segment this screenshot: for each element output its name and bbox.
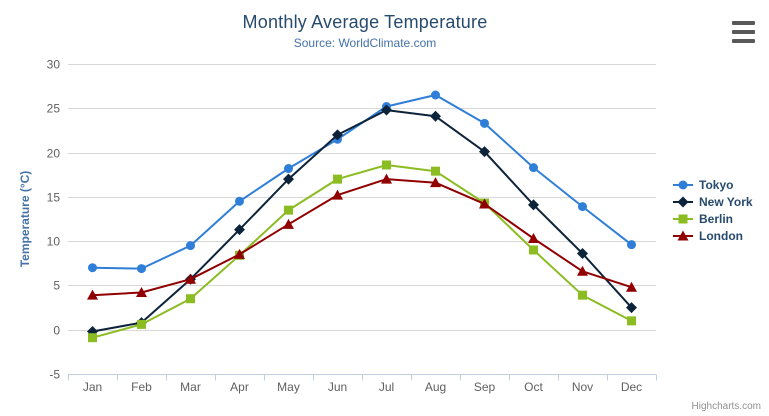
diamond-legend-marker-icon	[673, 196, 693, 207]
square-legend-marker-icon	[673, 214, 693, 223]
y-tick-label: 20	[47, 147, 61, 161]
hamburger-icon	[732, 30, 755, 34]
series-new-york	[87, 104, 637, 337]
x-tick-label: Apr	[230, 380, 249, 394]
legend-label: New York	[699, 194, 753, 209]
y-tick-label: -5	[49, 368, 60, 382]
legend-label: Tokyo	[699, 177, 734, 192]
x-tick-label: May	[277, 380, 300, 394]
circle-legend-marker-icon	[673, 180, 693, 189]
legend-label: London	[699, 228, 743, 243]
x-tick-label: Jun	[328, 380, 347, 394]
x-tick-label: Jul	[379, 380, 394, 394]
legend-item-london[interactable]: London	[672, 227, 753, 244]
x-tick-label: Sep	[474, 380, 496, 394]
x-tick-label: Oct	[524, 380, 543, 394]
x-tick-label: Feb	[131, 380, 152, 394]
series-tokyo	[88, 90, 636, 274]
series-london	[87, 173, 637, 300]
export-menu-button[interactable]	[730, 19, 760, 45]
hamburger-icon	[732, 39, 755, 43]
x-tick-label: Nov	[572, 380, 593, 394]
x-tick-label: Aug	[425, 380, 446, 394]
x-axis: Jan Feb Mar Apr May Jun Jul Aug Sep Oct Nov Dec	[68, 374, 657, 394]
chart-legend: Tokyo New York Berlin London	[672, 176, 753, 244]
legend-label: Berlin	[699, 211, 734, 226]
x-tick-label: Mar	[180, 380, 201, 394]
y-tick-label: 30	[47, 58, 61, 72]
credits-link[interactable]: Highcharts.com	[691, 401, 761, 412]
legend-item-new-york[interactable]: New York	[672, 193, 753, 210]
legend-item-berlin[interactable]: Berlin	[672, 210, 753, 227]
y-tick-label: 25	[47, 102, 61, 116]
legend-item-tokyo[interactable]: Tokyo	[672, 176, 753, 193]
y-axis-labels: -5 0 5 10 15 20 25 30	[47, 58, 61, 382]
chart-subtitle: Source: WorldClimate.com	[293, 36, 437, 50]
triangle-legend-marker-icon	[673, 230, 693, 240]
x-tick-label: Jan	[83, 380, 102, 394]
y-tick-label: 15	[47, 191, 61, 205]
y-gridlines	[68, 64, 656, 375]
y-tick-label: 5	[53, 279, 60, 293]
x-tick-label: Dec	[621, 380, 642, 394]
y-axis-title: Temperature (°C)	[18, 170, 32, 268]
y-tick-label: 0	[53, 324, 60, 338]
hamburger-icon	[732, 21, 755, 25]
chart-title: Monthly Average Temperature	[242, 12, 488, 32]
y-tick-label: 10	[47, 235, 61, 249]
